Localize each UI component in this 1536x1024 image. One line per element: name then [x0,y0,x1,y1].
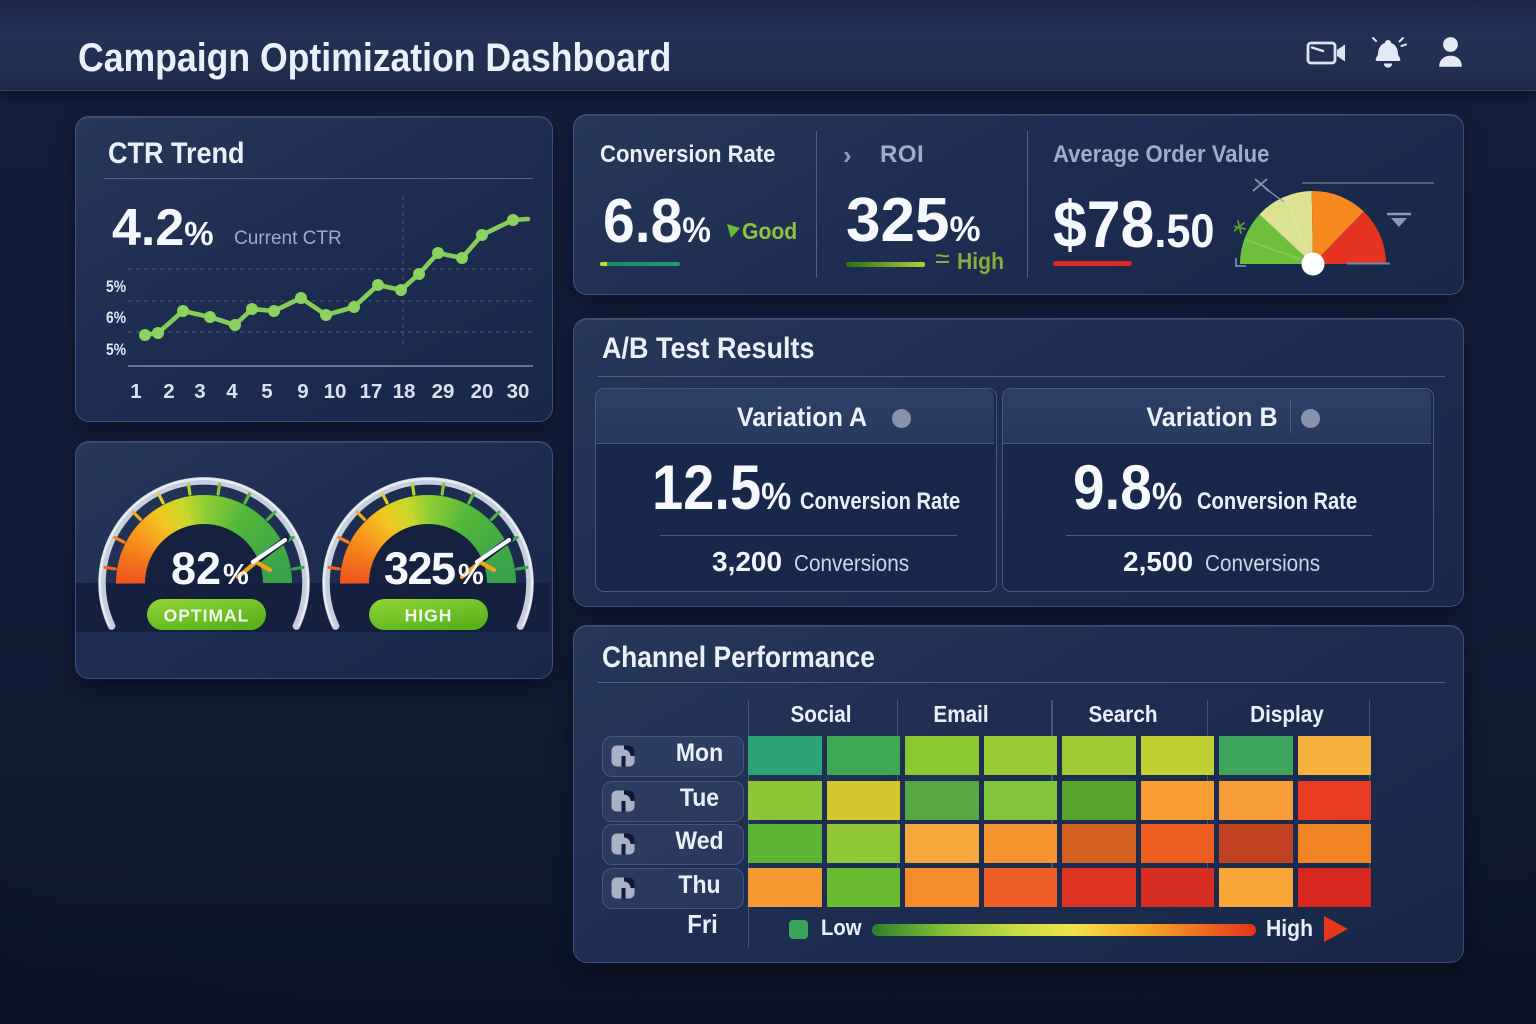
svg-text:3: 3 [194,380,205,403]
svg-text:82: 82 [171,543,221,594]
svg-text:OPTIMAL: OPTIMAL [164,606,250,626]
svg-text:5%: 5% [106,277,126,296]
svg-text:325: 325 [384,543,456,594]
svg-text:17: 17 [360,380,383,403]
svg-text:6%: 6% [106,308,126,327]
svg-text:20: 20 [471,380,494,403]
svg-text:30: 30 [507,380,530,403]
svg-text:10: 10 [324,380,347,403]
svg-text:5: 5 [261,380,272,403]
svg-text:HIGH: HIGH [405,606,453,626]
svg-text:5%: 5% [106,340,126,359]
svg-text:29: 29 [432,380,455,403]
svg-text:1: 1 [130,380,141,403]
svg-text:2: 2 [163,380,174,403]
svg-text:%: % [223,559,249,591]
svg-text:%: % [458,559,484,591]
svg-text:9: 9 [297,380,308,403]
svg-text:18: 18 [393,380,416,403]
svg-text:4: 4 [226,380,238,403]
